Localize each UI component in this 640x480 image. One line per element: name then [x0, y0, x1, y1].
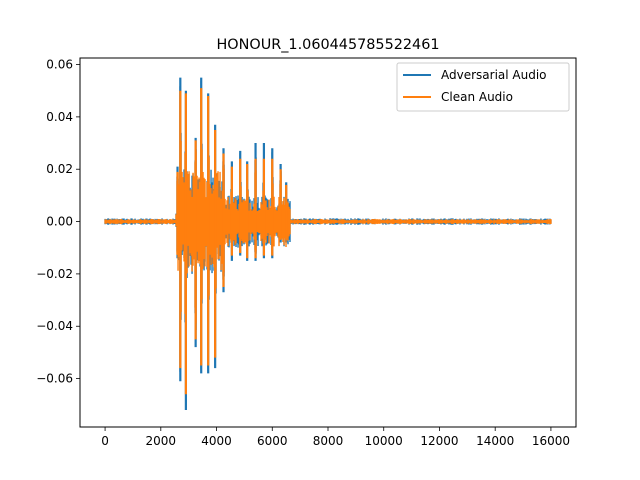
chart-title: HONOUR_1.060445785522461 [216, 37, 439, 53]
x-tick-label: 0 [101, 434, 109, 448]
x-tick-label: 10000 [365, 434, 403, 448]
x-tick-label: 12000 [420, 434, 458, 448]
x-tick-label: 14000 [476, 434, 514, 448]
x-tick-label: 4000 [201, 434, 232, 448]
y-tick-label: −0.04 [36, 319, 73, 333]
y-tick-label: −0.02 [36, 267, 73, 281]
legend-label-clean-audio: Clean Audio [441, 90, 513, 104]
legend: Adversarial Audio Clean Audio [396, 62, 570, 112]
y-tick-label: −0.06 [36, 372, 73, 386]
y-tick-label: 0.06 [46, 58, 73, 72]
y-tick-label: 0.02 [46, 162, 73, 176]
x-tick-label: 6000 [257, 434, 288, 448]
axes-layer: 0 2000 4000 6000 8000 10000 12000 14000 16000 −0.… [36, 57, 577, 448]
legend-label-adversarial-audio: Adversarial Audio [441, 68, 547, 82]
y-tick-label: 0.00 [46, 215, 73, 229]
x-tick-label: 16000 [532, 434, 570, 448]
series-layer [104, 77, 552, 410]
x-tick-label: 2000 [146, 434, 177, 448]
legend-box [396, 62, 570, 112]
y-tick-label: 0.04 [46, 110, 73, 124]
series-clean-audio [104, 91, 552, 391]
x-tick-label: 8000 [313, 434, 344, 448]
